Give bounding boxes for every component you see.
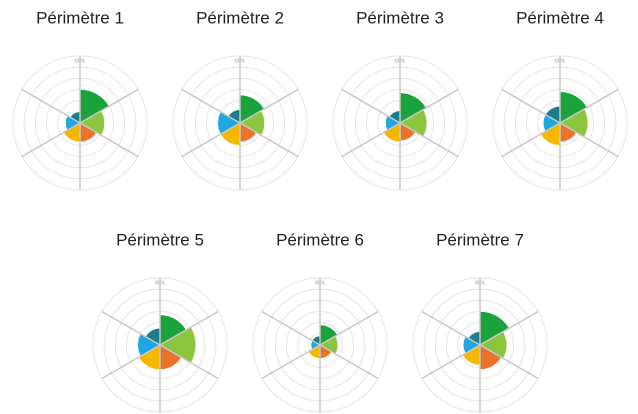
spoke xyxy=(159,310,219,346)
spoke xyxy=(181,88,241,124)
spoke xyxy=(319,344,379,380)
chart-title: Périmètre 4 xyxy=(516,8,604,27)
spoke xyxy=(559,88,619,124)
spoke xyxy=(101,344,161,380)
spoke xyxy=(501,88,561,124)
spoke xyxy=(159,344,219,380)
spoke xyxy=(21,88,81,124)
spoke xyxy=(239,122,299,158)
spoke xyxy=(239,88,299,124)
spoke xyxy=(399,88,459,124)
spoke xyxy=(21,122,81,158)
spoke xyxy=(341,122,401,158)
spoke xyxy=(399,122,459,158)
spoke xyxy=(79,122,139,158)
chart-title: Périmètre 2 xyxy=(196,8,284,27)
chart-title: Périmètre 6 xyxy=(276,230,364,249)
spoke xyxy=(479,310,539,346)
spoke xyxy=(421,310,481,346)
chart-title: Périmètre 5 xyxy=(116,230,204,249)
spoke xyxy=(181,122,241,158)
chart-title: Périmètre 1 xyxy=(36,8,124,27)
spoke xyxy=(559,122,619,158)
spoke xyxy=(101,310,161,346)
chart-title: Périmètre 3 xyxy=(356,8,444,27)
spoke xyxy=(341,88,401,124)
spoke xyxy=(79,88,139,124)
spoke xyxy=(261,310,321,346)
spoke xyxy=(479,344,539,380)
chart-title: Périmètre 7 xyxy=(436,230,524,249)
spoke xyxy=(261,344,321,380)
spoke xyxy=(319,310,379,346)
spoke xyxy=(501,122,561,158)
spoke xyxy=(421,344,481,380)
